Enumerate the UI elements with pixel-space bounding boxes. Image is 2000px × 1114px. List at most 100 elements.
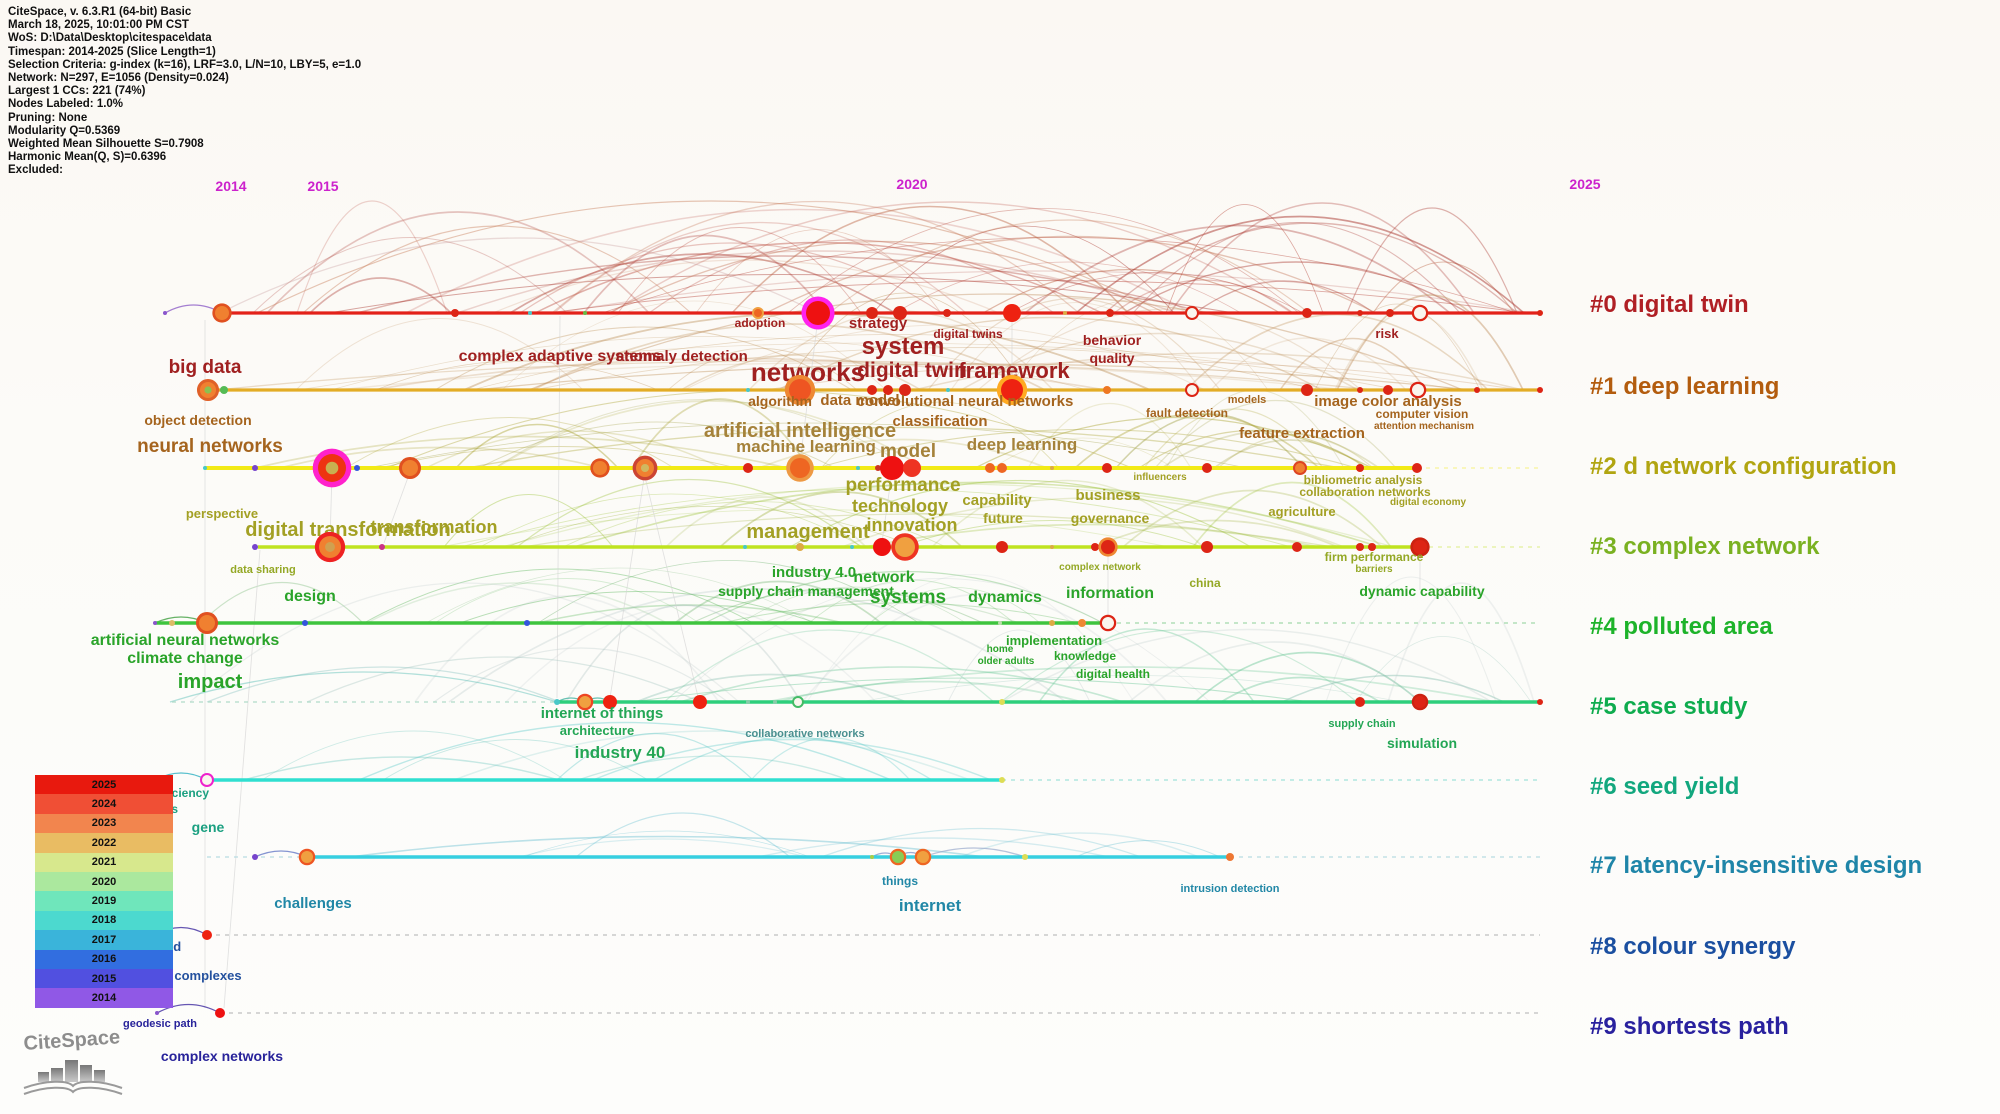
keyword-node[interactable] bbox=[354, 465, 360, 471]
keyword-node[interactable] bbox=[1410, 537, 1430, 557]
keyword-node[interactable] bbox=[298, 848, 316, 866]
keyword-node[interactable] bbox=[999, 699, 1005, 705]
cluster-label-6[interactable]: #6 seed yield bbox=[1590, 773, 1740, 800]
keyword-node[interactable] bbox=[943, 309, 951, 317]
keyword-node[interactable] bbox=[195, 611, 219, 635]
keyword-node[interactable] bbox=[1098, 537, 1118, 557]
keyword-node[interactable] bbox=[1355, 697, 1365, 707]
keyword-node[interactable] bbox=[1537, 310, 1543, 316]
cluster-label-2[interactable]: #2 d network configuration bbox=[1590, 453, 1897, 480]
keyword-node[interactable] bbox=[528, 311, 532, 315]
keyword-node[interactable] bbox=[997, 463, 1007, 473]
keyword-node[interactable] bbox=[946, 388, 950, 392]
keyword-node[interactable] bbox=[203, 466, 207, 470]
cluster-label-4[interactable]: #4 polluted area bbox=[1590, 613, 1773, 640]
keyword-node[interactable] bbox=[398, 456, 422, 480]
keyword-node[interactable] bbox=[985, 463, 995, 473]
keyword-node[interactable] bbox=[1301, 384, 1313, 396]
keyword-node[interactable] bbox=[1022, 854, 1028, 860]
keyword-node[interactable] bbox=[212, 303, 232, 323]
keyword-node[interactable] bbox=[1409, 381, 1427, 399]
keyword-node[interactable] bbox=[998, 621, 1002, 625]
cluster-label-8[interactable]: #8 colour synergy bbox=[1590, 933, 1796, 960]
keyword-node[interactable] bbox=[867, 385, 877, 395]
keyword-node[interactable] bbox=[220, 386, 228, 394]
keyword-node[interactable] bbox=[996, 374, 1028, 406]
keyword-node[interactable] bbox=[1078, 619, 1086, 627]
keyword-node[interactable] bbox=[155, 1011, 159, 1015]
keyword-node[interactable] bbox=[215, 1008, 225, 1018]
keyword-node[interactable] bbox=[1106, 309, 1114, 317]
keyword-node[interactable] bbox=[554, 699, 560, 705]
keyword-node[interactable] bbox=[252, 544, 258, 550]
keyword-node[interactable] bbox=[743, 463, 753, 473]
keyword-node[interactable] bbox=[202, 930, 212, 940]
keyword-node[interactable] bbox=[312, 448, 352, 488]
keyword-node[interactable] bbox=[1537, 387, 1543, 393]
keyword-node[interactable] bbox=[302, 620, 308, 626]
keyword-node[interactable] bbox=[583, 311, 587, 315]
keyword-node[interactable] bbox=[784, 374, 816, 406]
keyword-node[interactable] bbox=[1412, 463, 1422, 473]
keyword-node[interactable] bbox=[1411, 304, 1429, 322]
keyword-node[interactable] bbox=[590, 458, 610, 478]
keyword-node[interactable] bbox=[801, 296, 835, 330]
keyword-node[interactable] bbox=[875, 465, 881, 471]
keyword-node[interactable] bbox=[1102, 463, 1112, 473]
keyword-node[interactable] bbox=[1185, 383, 1199, 397]
keyword-node[interactable] bbox=[850, 545, 854, 549]
cluster-label-7[interactable]: #7 latency-insensitive design bbox=[1590, 852, 1923, 879]
keyword-node[interactable] bbox=[856, 466, 860, 470]
keyword-node[interactable] bbox=[252, 854, 258, 860]
keyword-node[interactable] bbox=[252, 465, 258, 471]
keyword-node[interactable] bbox=[996, 541, 1008, 553]
keyword-node[interactable] bbox=[1063, 311, 1067, 315]
keyword-node[interactable] bbox=[693, 695, 707, 709]
keyword-node[interactable] bbox=[1368, 543, 1376, 551]
keyword-node[interactable] bbox=[1474, 387, 1480, 393]
keyword-node[interactable] bbox=[200, 773, 214, 787]
keyword-node[interactable] bbox=[1356, 464, 1364, 472]
keyword-node[interactable] bbox=[1292, 542, 1302, 552]
keyword-node[interactable] bbox=[889, 848, 907, 866]
keyword-node[interactable] bbox=[752, 307, 764, 319]
keyword-node[interactable] bbox=[163, 311, 167, 315]
keyword-node[interactable] bbox=[1099, 614, 1117, 632]
keyword-node[interactable] bbox=[746, 388, 750, 392]
keyword-node[interactable] bbox=[1226, 853, 1234, 861]
keyword-node[interactable] bbox=[1386, 309, 1394, 317]
keyword-node[interactable] bbox=[1383, 385, 1393, 395]
keyword-node[interactable] bbox=[632, 455, 658, 481]
keyword-node[interactable] bbox=[524, 620, 530, 626]
keyword-node[interactable] bbox=[603, 695, 617, 709]
keyword-node[interactable] bbox=[451, 309, 459, 317]
keyword-node[interactable] bbox=[1091, 543, 1099, 551]
keyword-node[interactable] bbox=[1050, 466, 1054, 470]
keyword-node[interactable] bbox=[873, 538, 891, 556]
keyword-node[interactable] bbox=[1357, 310, 1363, 316]
keyword-node[interactable] bbox=[1356, 543, 1364, 551]
keyword-node[interactable] bbox=[1357, 387, 1363, 393]
keyword-node[interactable] bbox=[153, 621, 157, 625]
keyword-node[interactable] bbox=[576, 693, 594, 711]
keyword-node[interactable] bbox=[914, 848, 932, 866]
cluster-label-0[interactable]: #0 digital twin bbox=[1590, 291, 1749, 318]
keyword-node[interactable] bbox=[786, 454, 814, 482]
cluster-label-1[interactable]: #1 deep learning bbox=[1590, 373, 1780, 400]
keyword-node[interactable] bbox=[891, 533, 919, 561]
keyword-node[interactable] bbox=[792, 696, 804, 708]
keyword-node[interactable] bbox=[169, 620, 175, 626]
keyword-node[interactable] bbox=[866, 307, 878, 319]
keyword-node[interactable] bbox=[796, 543, 804, 551]
keyword-node[interactable] bbox=[1003, 304, 1021, 322]
keyword-node[interactable] bbox=[1293, 461, 1307, 475]
keyword-node[interactable] bbox=[899, 384, 911, 396]
keyword-node[interactable] bbox=[1537, 699, 1543, 705]
keyword-node[interactable] bbox=[743, 545, 747, 549]
keyword-node[interactable] bbox=[1185, 306, 1199, 320]
keyword-node[interactable] bbox=[1302, 308, 1312, 318]
keyword-node[interactable] bbox=[883, 385, 893, 395]
cluster-label-3[interactable]: #3 complex network bbox=[1590, 533, 1820, 560]
keyword-node[interactable] bbox=[880, 456, 904, 480]
keyword-node[interactable] bbox=[1050, 545, 1054, 549]
